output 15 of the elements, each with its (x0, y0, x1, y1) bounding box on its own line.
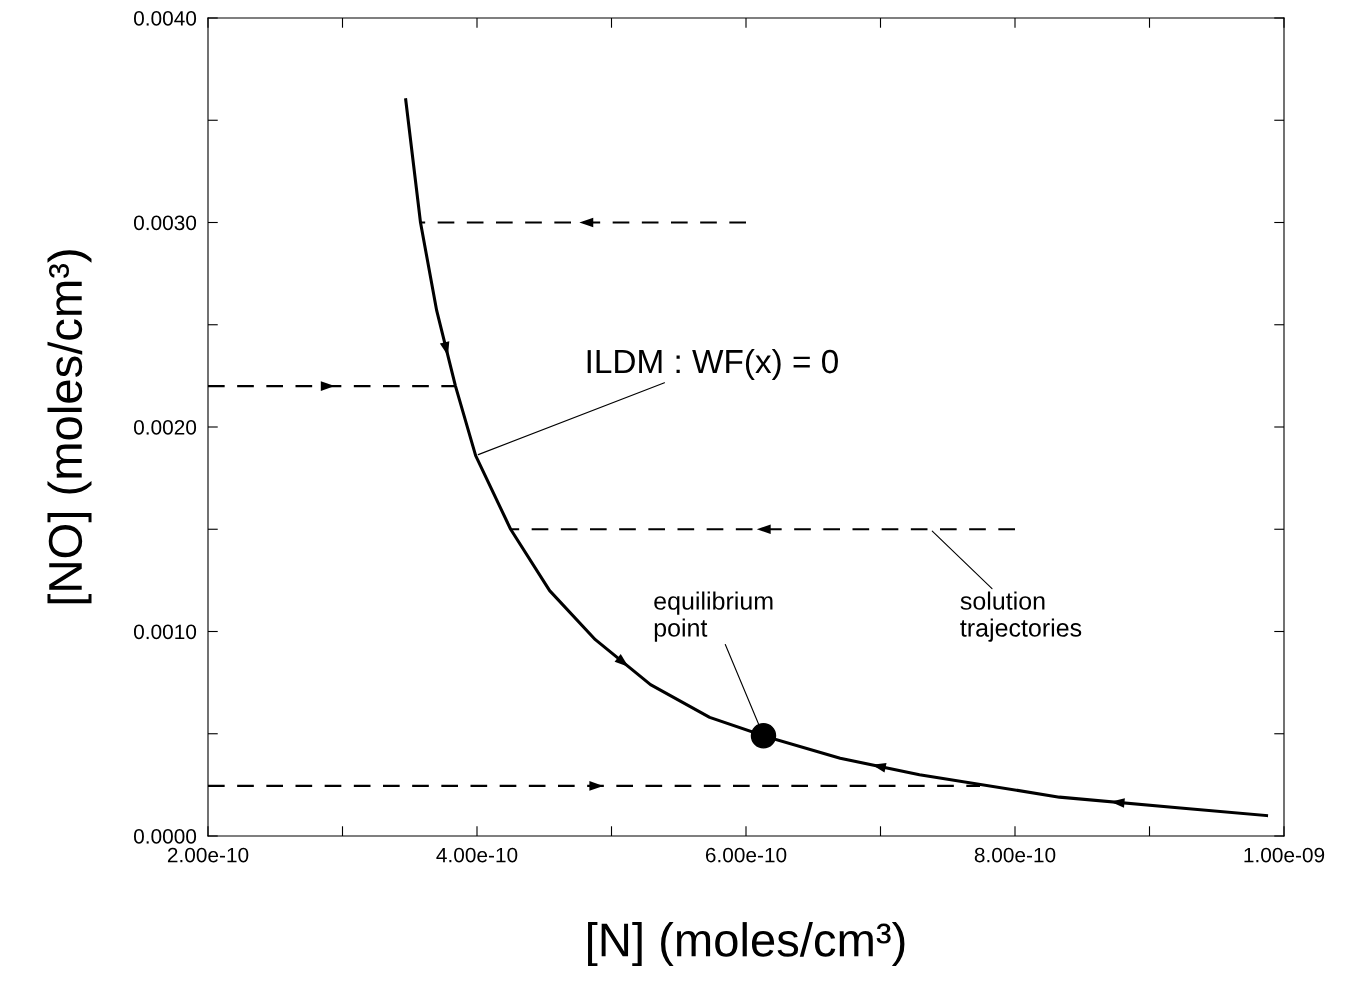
x-tick-label: 8.00e-10 (974, 847, 1056, 863)
y-tick-label: 0.0010 (133, 624, 197, 640)
y-tick-label: 0.0020 (133, 420, 197, 435)
x-tick-label: 6.00e-10 (705, 847, 787, 863)
annotation: solution trajectories (960, 591, 1082, 642)
x-tick-label: 4.00e-10 (436, 847, 518, 863)
annotation: equilibrium point (654, 591, 773, 642)
x-tick-label: 2.00e-10 (167, 847, 249, 863)
x-tick-label: 1.00e-09 (1244, 847, 1325, 863)
y-tick-label: 0.0030 (133, 215, 197, 231)
x-axis-title: [N] (moles/cm³) (588, 922, 905, 967)
y-tick-label: 0.0000 (133, 829, 197, 844)
y-tick-label: 0.0040 (133, 11, 197, 26)
y-axis-title: [NO] (moles/cm³) (47, 250, 92, 604)
annotation: ILDM : WF(x) = 0 (587, 348, 838, 380)
